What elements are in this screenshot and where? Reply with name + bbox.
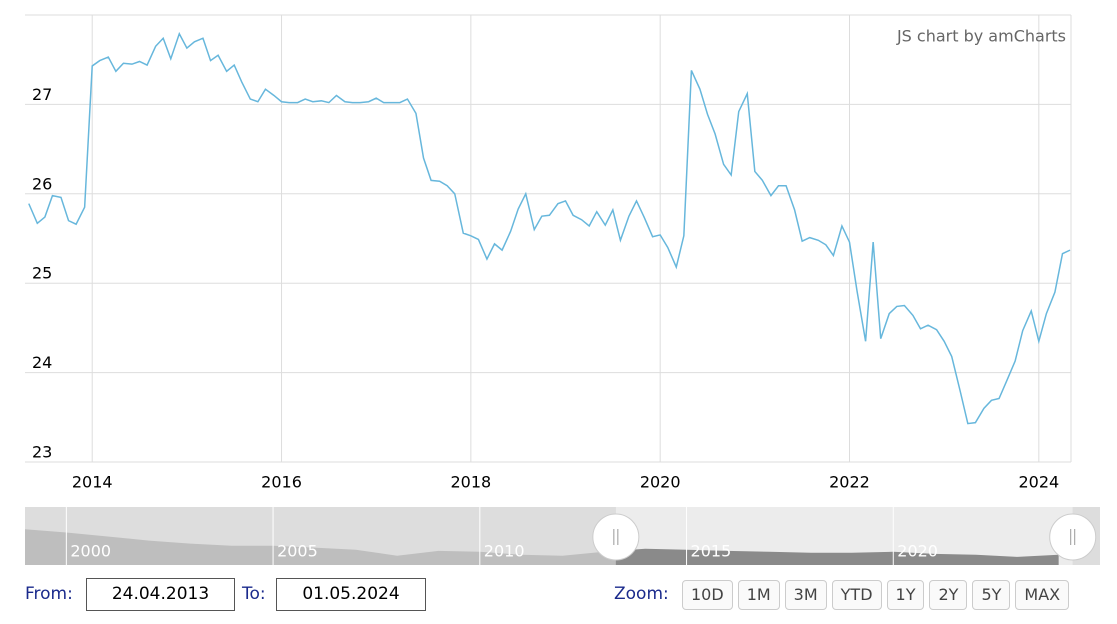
x-tick-label: 2018 — [450, 473, 491, 492]
navigator-tick-label: 2005 — [277, 542, 318, 561]
to-label: To: — [242, 584, 266, 604]
navigator-tick-label: 2015 — [691, 542, 732, 561]
zoom-button[interactable]: 2Y — [929, 580, 968, 610]
zoom-buttons: 10D 1M 3M YTD 1Y 2Y 5Y MAX — [682, 580, 1070, 610]
zoom-button[interactable]: 3M — [784, 580, 827, 610]
y-tick-label: 23 — [32, 443, 52, 462]
x-tick-label: 2022 — [829, 473, 870, 492]
zoom-button[interactable]: 5Y — [972, 580, 1011, 610]
x-tick-label: 2020 — [640, 473, 681, 492]
zoom-button[interactable]: 10D — [682, 580, 733, 610]
credit: JS chart by amCharts — [896, 27, 1066, 46]
navigator-shade — [25, 507, 616, 565]
navigator-tick-label: 2000 — [70, 542, 111, 561]
x-tick-label: 2016 — [261, 473, 302, 492]
handle-circle — [1049, 513, 1097, 561]
zoom-button[interactable]: 1Y — [886, 580, 925, 610]
navigator-tick-label: 2010 — [484, 542, 525, 561]
zoom-button[interactable]: YTD — [831, 580, 882, 610]
zoom-button[interactable]: 1M — [737, 580, 780, 610]
handle-circle — [592, 513, 640, 561]
to-input[interactable]: 01.05.2024 — [276, 578, 426, 611]
zoom-button[interactable]: MAX — [1015, 580, 1070, 610]
navigator-handle[interactable] — [1049, 513, 1097, 561]
from-input[interactable]: 24.04.2013 — [86, 578, 235, 611]
from-label: From: — [25, 584, 73, 604]
chart: 23 24 25 26 27 2014 2016 2018 2020 2022 2024 2000 20… — [25, 14, 1100, 565]
zoom-label: Zoom: — [614, 584, 669, 604]
y-tick-label: 27 — [32, 85, 52, 104]
y-tick-label: 26 — [32, 174, 52, 193]
y-tick-label: 24 — [32, 353, 52, 372]
x-tick-label: 2014 — [72, 473, 113, 492]
navigator-handle[interactable] — [592, 513, 640, 561]
x-tick-label: 2024 — [1018, 473, 1059, 492]
navigator-tick-label: 2020 — [897, 542, 938, 561]
y-tick-label: 25 — [32, 264, 52, 283]
line — [28, 31, 1071, 425]
